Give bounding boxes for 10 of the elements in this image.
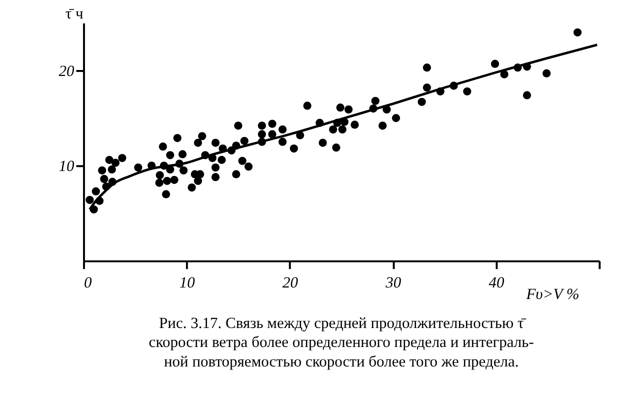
x-tick-label: 0 [84,274,92,292]
text: скорости ветра более определенного предела и интеграль- [148,334,534,352]
y-axis-title: τ̄ ч [65,6,84,23]
x-tick-label: 20 [282,274,298,292]
text: Рис. 3.17. Связь между средней продолжительностью τ̄ [159,314,527,332]
x-axis-title: Fυ>V % [525,286,580,304]
x-tick-label: 40 [488,274,505,292]
x-tick-label: 30 [384,274,402,292]
text: ной повторяемостью скорости более того же предела. [164,354,519,371]
x-tick-label: 10 [179,274,196,292]
